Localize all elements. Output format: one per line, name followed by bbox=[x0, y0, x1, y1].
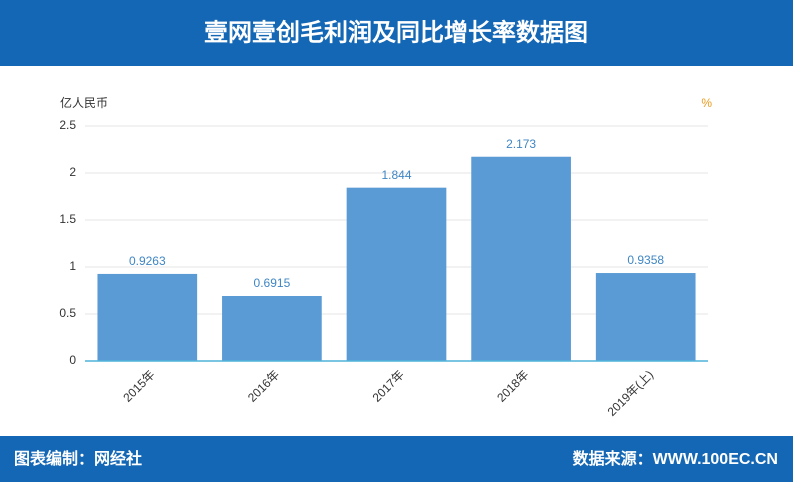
value-label: 2.173 bbox=[506, 137, 536, 151]
y-tick-label: 2 bbox=[69, 165, 76, 179]
footer-bar bbox=[0, 436, 793, 482]
y-tick-label: 0 bbox=[69, 353, 76, 367]
x-tick-label: 2015年 bbox=[120, 367, 157, 404]
y-axis-label: 亿人民币 bbox=[60, 95, 108, 110]
y-tick-label: 1 bbox=[69, 259, 76, 273]
value-label: 0.6915 bbox=[254, 276, 291, 290]
chart-title: 壹网壹创毛利润及同比增长率数据图 bbox=[204, 18, 588, 46]
bar bbox=[222, 295, 322, 361]
bar bbox=[595, 273, 696, 361]
y-tick-label: 0.5 bbox=[59, 306, 76, 320]
header-bar bbox=[0, 0, 793, 66]
source: 数据来源：WWW.100EC.CN bbox=[573, 449, 778, 468]
y-tick-label: 1.5 bbox=[59, 212, 76, 226]
bar bbox=[346, 187, 447, 361]
y2-axis-label: % bbox=[701, 96, 712, 110]
bar bbox=[97, 273, 198, 361]
value-label: 0.9358 bbox=[627, 253, 664, 267]
x-tick-label: 2019年(上) bbox=[605, 367, 656, 418]
x-tick-label: 2016年 bbox=[245, 367, 282, 404]
value-label: 0.9263 bbox=[129, 254, 166, 268]
value-label: 1.844 bbox=[381, 168, 411, 182]
x-tick-label: 2017年 bbox=[370, 367, 407, 404]
bar bbox=[471, 156, 571, 361]
credit: 图表编制：网经社 bbox=[14, 449, 142, 468]
x-tick-label: 2018年 bbox=[494, 367, 531, 404]
y-tick-label: 2.5 bbox=[59, 118, 76, 132]
